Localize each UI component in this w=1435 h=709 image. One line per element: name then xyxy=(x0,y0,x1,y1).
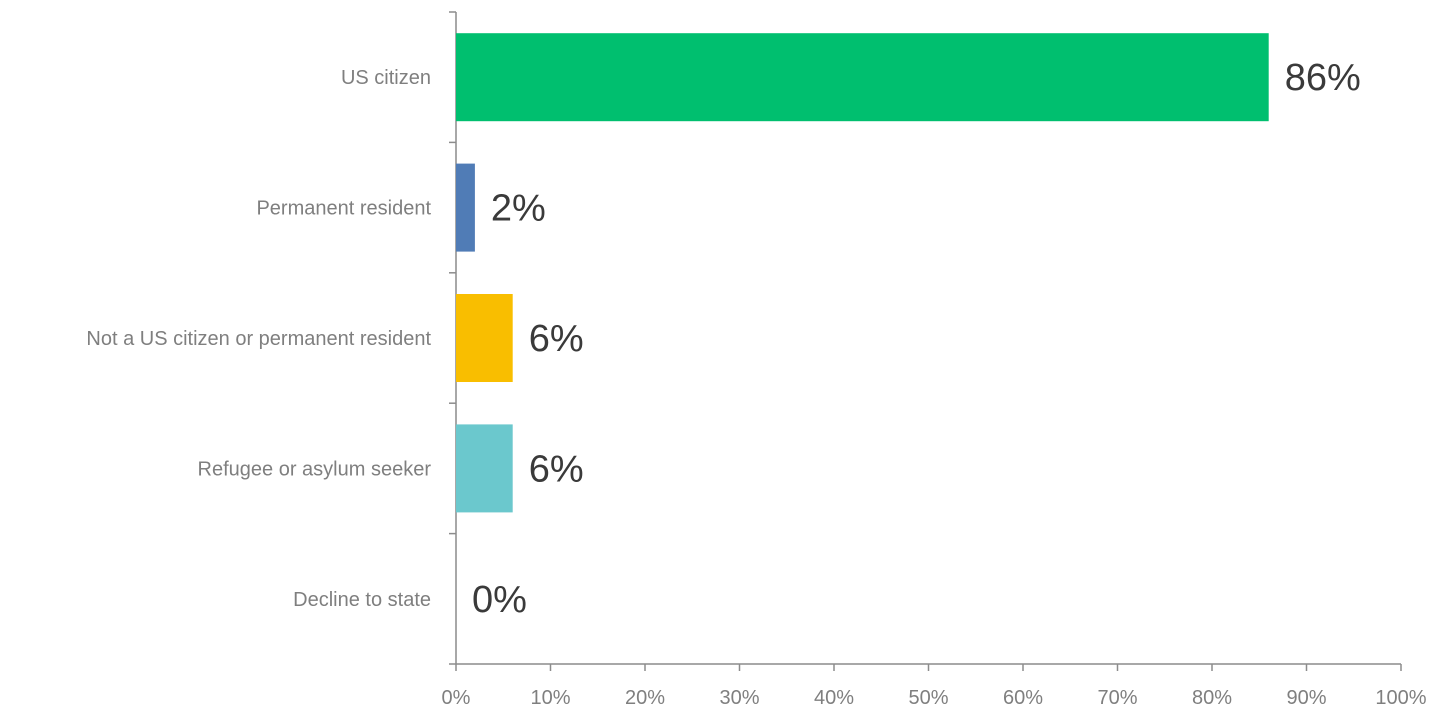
data-label: 86% xyxy=(1285,57,1361,99)
x-tick-label: 100% xyxy=(1375,687,1426,709)
category-label: US citizen xyxy=(341,67,431,89)
x-tick-label: 10% xyxy=(530,687,570,709)
x-tick-label: 40% xyxy=(814,687,854,709)
category-label: Decline to state xyxy=(293,589,431,611)
x-tick-label: 0% xyxy=(442,687,471,709)
bars xyxy=(456,33,1269,513)
category-labels: US citizen Permanent resident Not a US cit… xyxy=(86,67,431,611)
bar xyxy=(456,33,1269,122)
x-axis xyxy=(455,663,1402,671)
x-tick-label: 90% xyxy=(1286,687,1326,709)
data-label: 0% xyxy=(472,579,527,621)
category-label: Not a US citizen or permanent resident xyxy=(86,328,431,350)
x-tick-labels: 0% 10% 20% 30% 40% 50% 60% 70% 80% 90% 100% xyxy=(442,687,1427,709)
x-tick-label: 80% xyxy=(1192,687,1232,709)
bar xyxy=(456,424,513,513)
data-label: 2% xyxy=(491,188,546,230)
category-label: Refugee or asylum seeker xyxy=(198,458,432,480)
bar xyxy=(456,163,475,252)
data-label: 6% xyxy=(529,448,584,490)
data-labels: 86% 2% 6% 6% 0% xyxy=(472,57,1361,621)
bar xyxy=(456,294,513,382)
x-tick-label: 20% xyxy=(625,687,665,709)
y-axis xyxy=(449,11,457,665)
x-tick-label: 30% xyxy=(719,687,759,709)
x-tick-label: 70% xyxy=(1097,687,1137,709)
x-tick-label: 60% xyxy=(1003,687,1043,709)
category-label: Permanent resident xyxy=(256,198,431,220)
x-tick-label: 50% xyxy=(908,687,948,709)
data-label: 6% xyxy=(529,318,584,360)
